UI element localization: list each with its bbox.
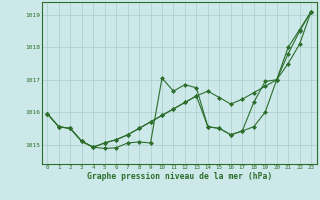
X-axis label: Graphe pression niveau de la mer (hPa): Graphe pression niveau de la mer (hPa)	[87, 172, 272, 181]
